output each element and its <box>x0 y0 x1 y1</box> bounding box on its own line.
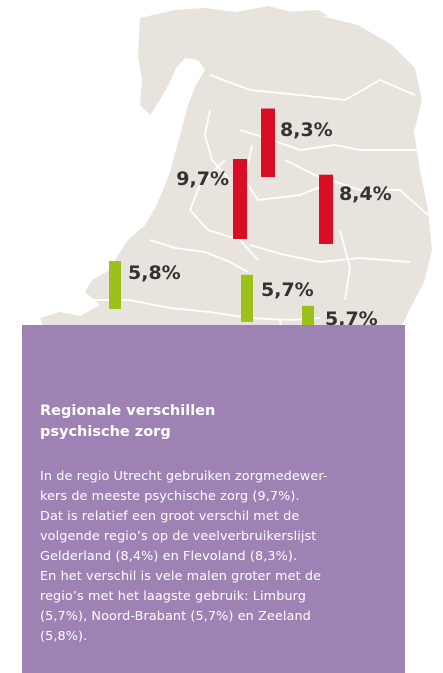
caption-body-line: Gelderland (8,4%) en Flevoland (8,3%). <box>40 549 298 564</box>
bar-value-label-5: 5,7% <box>261 279 314 301</box>
bar-5 <box>241 274 253 322</box>
caption-body-line: (5,7%), Noord-Brabant (5,7%) en Zeeland <box>40 609 311 624</box>
bar-value-label-2: 8,4% <box>339 183 392 205</box>
bar-value-label-4: 5,8% <box>128 262 181 284</box>
caption-box: Regionale verschillen psychische zorg In… <box>22 325 405 673</box>
bar-4 <box>109 261 121 309</box>
caption-body-line: volgende regio’s op de veelverbruikersli… <box>40 529 317 544</box>
caption-body-line: En het verschil is vele malen groter met… <box>40 569 322 584</box>
caption-body-line: In de regio Utrecht gebruiken zorgmedewe… <box>40 469 328 484</box>
caption-body-line: (5,8%). <box>40 629 88 644</box>
bars-layer <box>109 108 333 353</box>
map-islands <box>160 10 328 50</box>
bar-value-label-3: 8,3% <box>280 119 333 141</box>
caption-title-line: Regionale verschillen <box>40 403 216 419</box>
bar-2 <box>319 174 333 244</box>
caption-body: In de regio Utrecht gebruiken zorgmedewe… <box>40 467 390 647</box>
bar-value-label-1: 9,7% <box>176 168 229 190</box>
bar-3 <box>261 108 275 177</box>
caption-title-line: psychische zorg <box>40 424 171 440</box>
caption-body-line: regio’s met het laagste gebruik: Limburg <box>40 589 307 604</box>
bar-value-label-6: 5,7% <box>325 308 378 330</box>
caption-title: Regionale verschillen psychische zorg <box>40 401 380 443</box>
caption-body-line: Dat is relatief een groot verschil met d… <box>40 509 300 524</box>
bar-1 <box>233 159 247 239</box>
caption-body-line: kers de meeste psychische zorg (9,7%). <box>40 489 300 504</box>
labels-layer: 9,7% 8,4% 8,3% 5,8% 5,7% 5,7% <box>128 119 392 330</box>
